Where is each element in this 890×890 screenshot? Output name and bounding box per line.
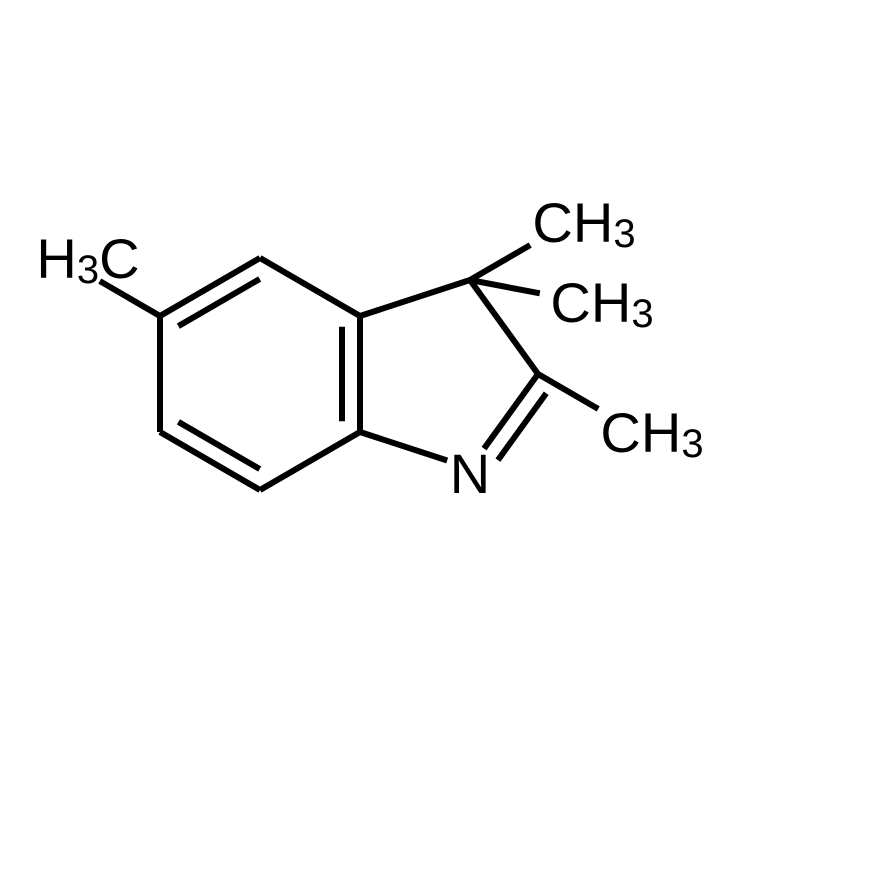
atom-label-ch3_b: CH3 [550,271,653,337]
atom-label-ch3_c: CH3 [600,401,703,467]
molecule-diagram: H3C CH3 CH3 CH3 N [0,0,890,890]
atom-label-n: N [450,442,490,505]
atom-label-h3c: H3C [36,227,139,293]
atom-label-ch3_a: CH3 [532,191,635,257]
